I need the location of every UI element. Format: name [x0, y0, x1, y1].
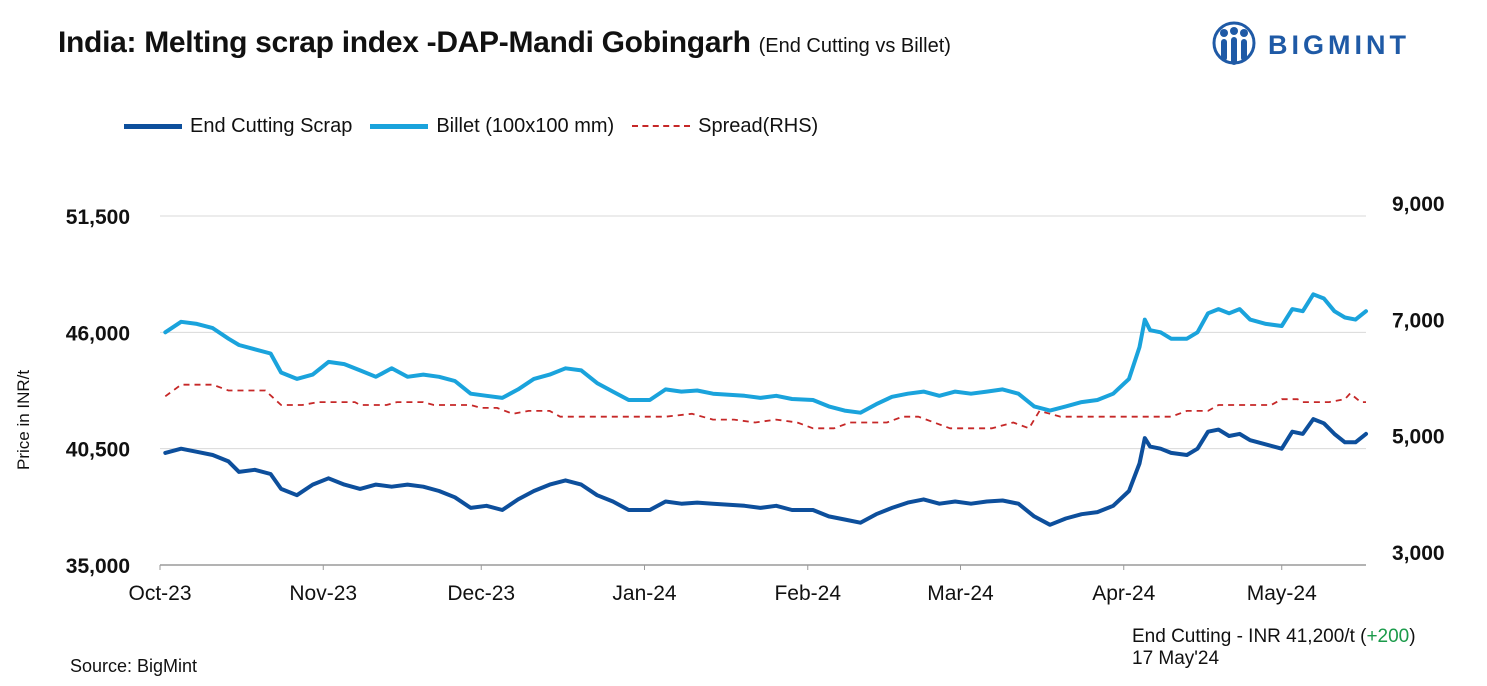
y-left-tick-46000: 46,000 — [66, 322, 130, 345]
price-note-date: 17 May'24 — [1132, 648, 1220, 669]
axes — [159, 564, 1366, 570]
y-left-tick-40500: 40,500 — [66, 439, 130, 462]
x-tick-Mar-24: Mar-24 — [927, 582, 994, 605]
legend-item-spread: Spread(RHS) — [632, 115, 818, 138]
people-icon — [1212, 21, 1256, 65]
legend-item-billet: Billet (100x100 mm) — [370, 115, 614, 138]
y-right-tick-7000: 7,000 — [1392, 309, 1445, 332]
chart-title: India: Melting scrap index -DAP-Mandi Go… — [58, 26, 951, 60]
x-tick-Dec-23: Dec-23 — [447, 582, 515, 605]
series-line-billet — [163, 292, 1368, 415]
legend-label-billet: Billet (100x100 mm) — [436, 114, 615, 137]
chart-title-main: India: Melting scrap index -DAP-Mandi Go… — [58, 26, 751, 59]
source-note: Source: BigMint — [70, 656, 198, 676]
legend-swatch-spread — [632, 125, 691, 127]
tick-labels: 35,000 40,500 46,000 51,500 3,000 5,000 7,000 9… — [66, 193, 1445, 605]
gridlines — [160, 215, 1366, 450]
x-tick-Jan-24: Jan-24 — [612, 582, 677, 605]
y-left-tick-51500: 51,500 — [66, 206, 130, 229]
legend-swatch-billet — [370, 123, 429, 129]
x-tick-Feb-24: Feb-24 — [774, 582, 841, 605]
price-note-prefix: End Cutting - INR 41,200/t ( — [1132, 626, 1367, 647]
legend-swatch-end-cutting — [124, 123, 182, 129]
x-tick-Nov-23: Nov-23 — [289, 582, 357, 605]
legend-item-end-cutting: End Cutting Scrap — [124, 115, 352, 138]
series-line-end-cutting — [163, 417, 1368, 527]
x-tick-May-24: May-24 — [1247, 582, 1317, 605]
series-lines — [163, 292, 1368, 527]
logo-text: BIGMINT — [1268, 30, 1410, 60]
y-left-tick-35000: 35,000 — [66, 555, 130, 578]
y-right-tick-3000: 3,000 — [1392, 542, 1445, 565]
x-tick-Apr-24: Apr-24 — [1092, 582, 1155, 605]
y-axis-label: Price in INR/t — [14, 369, 33, 470]
bigmint-logo: BIGMINT — [1210, 20, 1450, 72]
price-note-line: End Cutting - INR 41,200/t (+200) — [1132, 626, 1416, 648]
y-right-tick-5000: 5,000 — [1392, 426, 1445, 449]
price-change: +200 — [1366, 626, 1410, 647]
x-tick-Oct-23: Oct-23 — [128, 582, 191, 605]
series-line-spread — [164, 383, 1366, 430]
price-note-suffix: ) — [1409, 626, 1416, 647]
price-note: End Cutting - INR 41,200/t (+200) 17 May… — [1132, 626, 1416, 670]
legend-label-end-cutting: End Cutting Scrap — [190, 114, 353, 137]
y-right-tick-9000: 9,000 — [1392, 193, 1445, 216]
chart-subtitle: (End Cutting vs Billet) — [758, 35, 951, 57]
legend-label-spread: Spread(RHS) — [698, 114, 819, 137]
chart-legend: End Cutting Scrap Billet (100x100 mm) Sp… — [124, 112, 836, 140]
